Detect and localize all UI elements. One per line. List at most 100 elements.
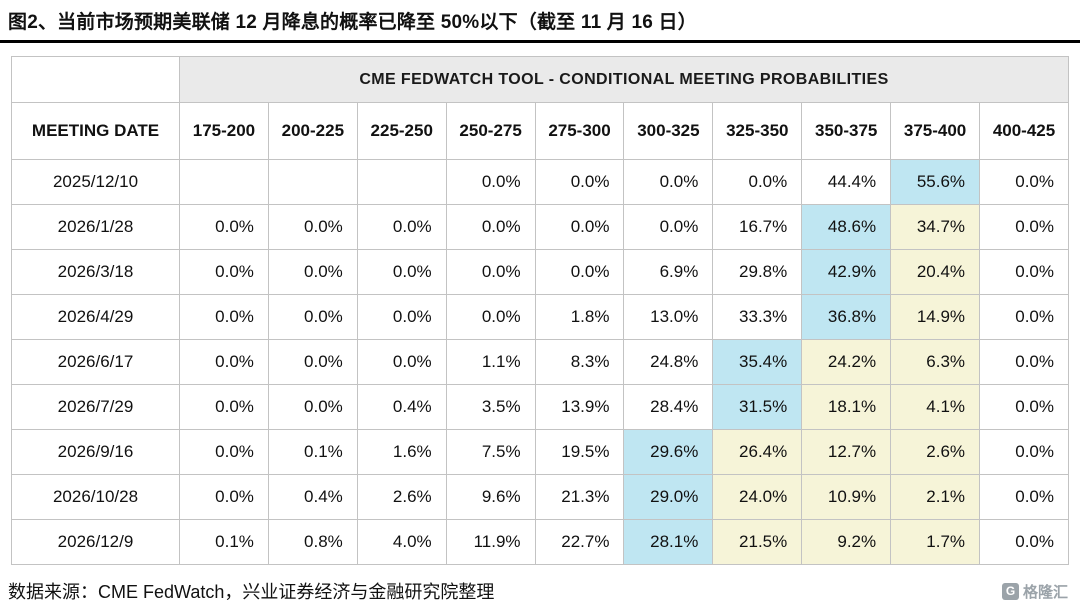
probability-cell: 55.6% xyxy=(890,159,981,205)
probability-cell: 0.0% xyxy=(979,159,1069,205)
probability-cell: 16.7% xyxy=(712,204,803,250)
table-row: 2026/12/9 0.1% 0.8% 4.0% 11.9% 22.7% 28.1% 21.5… xyxy=(11,519,1069,565)
probability-cell: 0.1% xyxy=(267,429,358,475)
probability-cell: 0.0% xyxy=(179,384,269,430)
probability-cell: 0.0% xyxy=(979,204,1069,250)
meeting-date-cell: 2026/10/28 xyxy=(11,474,180,520)
probability-cell: 8.3% xyxy=(534,339,625,385)
meeting-date-cell: 2026/1/28 xyxy=(11,204,180,250)
probability-cell: 6.9% xyxy=(623,249,714,295)
probability-cell: 0.0% xyxy=(267,294,358,340)
probability-cell: 4.1% xyxy=(890,384,981,430)
probability-cell: 0.0% xyxy=(979,429,1069,475)
meeting-date-cell: 2026/7/29 xyxy=(11,384,180,430)
rate-range-column-header: 375-400 xyxy=(890,102,981,160)
probability-cell: 0.8% xyxy=(267,519,358,565)
probability-cell: 48.6% xyxy=(801,204,892,250)
meeting-date-cell: 2026/3/18 xyxy=(11,249,180,295)
probability-cell: 0.0% xyxy=(979,249,1069,295)
table-row: 2026/9/16 0.0% 0.1% 1.6% 7.5% 19.5% 29.6% 26.4%… xyxy=(11,429,1069,475)
probability-cell: 0.0% xyxy=(267,384,358,430)
probability-cell: 24.2% xyxy=(801,339,892,385)
column-header-row: MEETING DATE 175-200 200-225 225-250 250-275… xyxy=(11,102,1069,160)
probability-cell: 4.0% xyxy=(356,519,447,565)
probability-cell xyxy=(267,159,358,205)
probability-cell: 28.1% xyxy=(623,519,714,565)
meeting-date-cell: 2026/4/29 xyxy=(11,294,180,340)
probability-cell: 0.1% xyxy=(179,519,269,565)
table-row: 2026/1/28 0.0% 0.0% 0.0% 0.0% 0.0% 0.0% 16.7% 48… xyxy=(11,204,1069,250)
probability-cell: 9.6% xyxy=(445,474,536,520)
table-row: 2026/4/29 0.0% 0.0% 0.0% 0.0% 1.8% 13.0% 33.3% 3… xyxy=(11,294,1069,340)
probability-cell: 1.6% xyxy=(356,429,447,475)
meeting-date-cell: 2026/9/16 xyxy=(11,429,180,475)
rate-range-column-header: 225-250 xyxy=(356,102,447,160)
probability-cell: 0.0% xyxy=(179,294,269,340)
probability-cell: 31.5% xyxy=(712,384,803,430)
rate-range-column-header: 325-350 xyxy=(712,102,803,160)
probability-cell: 0.0% xyxy=(179,429,269,475)
probability-cell: 33.3% xyxy=(712,294,803,340)
probability-cell: 0.0% xyxy=(534,204,625,250)
probability-cell: 1.7% xyxy=(890,519,981,565)
probability-cell: 9.2% xyxy=(801,519,892,565)
probability-cell: 42.9% xyxy=(801,249,892,295)
fedwatch-probability-table: CME FEDWATCH TOOL - CONDITIONAL MEETING … xyxy=(11,56,1069,565)
probability-cell: 29.6% xyxy=(623,429,714,475)
probability-cell: 0.0% xyxy=(267,204,358,250)
probability-cell: 0.4% xyxy=(267,474,358,520)
probability-cell: 0.0% xyxy=(267,249,358,295)
meeting-date-cell: 2025/12/10 xyxy=(11,159,180,205)
probability-cell: 0.0% xyxy=(445,294,536,340)
probability-cell: 35.4% xyxy=(712,339,803,385)
rate-range-column-header: 200-225 xyxy=(267,102,358,160)
probability-cell: 0.0% xyxy=(979,294,1069,340)
table-row: 2026/10/28 0.0% 0.4% 2.6% 9.6% 21.3% 29.0% 24.0… xyxy=(11,474,1069,520)
probability-cell: 7.5% xyxy=(445,429,536,475)
table-row: 2025/12/10 0.0% 0.0% 0.0% 0.0% 44.4% 55.6% 0.0% xyxy=(11,159,1069,205)
figure-title: 图2、当前市场预期美联储 12 月降息的概率已降至 50%以下（截至 11 月 … xyxy=(0,0,1080,43)
probability-cell: 0.0% xyxy=(356,249,447,295)
probability-cell xyxy=(356,159,447,205)
probability-cell: 6.3% xyxy=(890,339,981,385)
probability-cell: 0.0% xyxy=(534,159,625,205)
meeting-date-cell: 2026/6/17 xyxy=(11,339,180,385)
probability-cell: 0.0% xyxy=(445,159,536,205)
probability-cell: 0.0% xyxy=(356,204,447,250)
probability-cell: 18.1% xyxy=(801,384,892,430)
probability-cell: 0.0% xyxy=(445,204,536,250)
table-body: 2025/12/10 0.0% 0.0% 0.0% 0.0% 44.4% 55.6% 0.0%… xyxy=(11,159,1069,565)
meeting-date-column-header: MEETING DATE xyxy=(11,102,180,160)
probability-cell: 2.6% xyxy=(356,474,447,520)
probability-cell: 29.8% xyxy=(712,249,803,295)
probability-cell: 0.0% xyxy=(179,204,269,250)
data-source-note: 数据来源：CME FedWatch，兴业证券经济与金融研究院整理 xyxy=(8,582,495,602)
probability-cell: 1.8% xyxy=(534,294,625,340)
probability-cell: 0.4% xyxy=(356,384,447,430)
probability-cell: 0.0% xyxy=(979,474,1069,520)
probability-cell: 20.4% xyxy=(890,249,981,295)
probability-cell: 14.9% xyxy=(890,294,981,340)
table-title: CME FEDWATCH TOOL - CONDITIONAL MEETING … xyxy=(179,56,1069,103)
probability-cell: 26.4% xyxy=(712,429,803,475)
gelonghui-logo-icon: G xyxy=(1001,582,1019,600)
probability-cell: 22.7% xyxy=(534,519,625,565)
probability-cell: 24.8% xyxy=(623,339,714,385)
probability-cell: 0.0% xyxy=(979,339,1069,385)
probability-cell: 11.9% xyxy=(445,519,536,565)
probability-cell: 0.0% xyxy=(979,519,1069,565)
table-group-header-row: CME FEDWATCH TOOL - CONDITIONAL MEETING … xyxy=(11,56,1069,103)
probability-cell: 0.0% xyxy=(534,249,625,295)
meeting-date-cell: 2026/12/9 xyxy=(11,519,180,565)
probability-cell: 13.9% xyxy=(534,384,625,430)
probability-cell: 0.0% xyxy=(979,384,1069,430)
probability-cell: 0.0% xyxy=(179,474,269,520)
probability-cell: 0.0% xyxy=(179,339,269,385)
table-corner-cell xyxy=(11,56,180,103)
probability-cell: 0.0% xyxy=(623,204,714,250)
probability-cell: 24.0% xyxy=(712,474,803,520)
table-row: 2026/6/17 0.0% 0.0% 0.0% 1.1% 8.3% 24.8% 35.4% 2… xyxy=(11,339,1069,385)
probability-cell: 21.3% xyxy=(534,474,625,520)
rate-range-column-header: 400-425 xyxy=(979,102,1069,160)
